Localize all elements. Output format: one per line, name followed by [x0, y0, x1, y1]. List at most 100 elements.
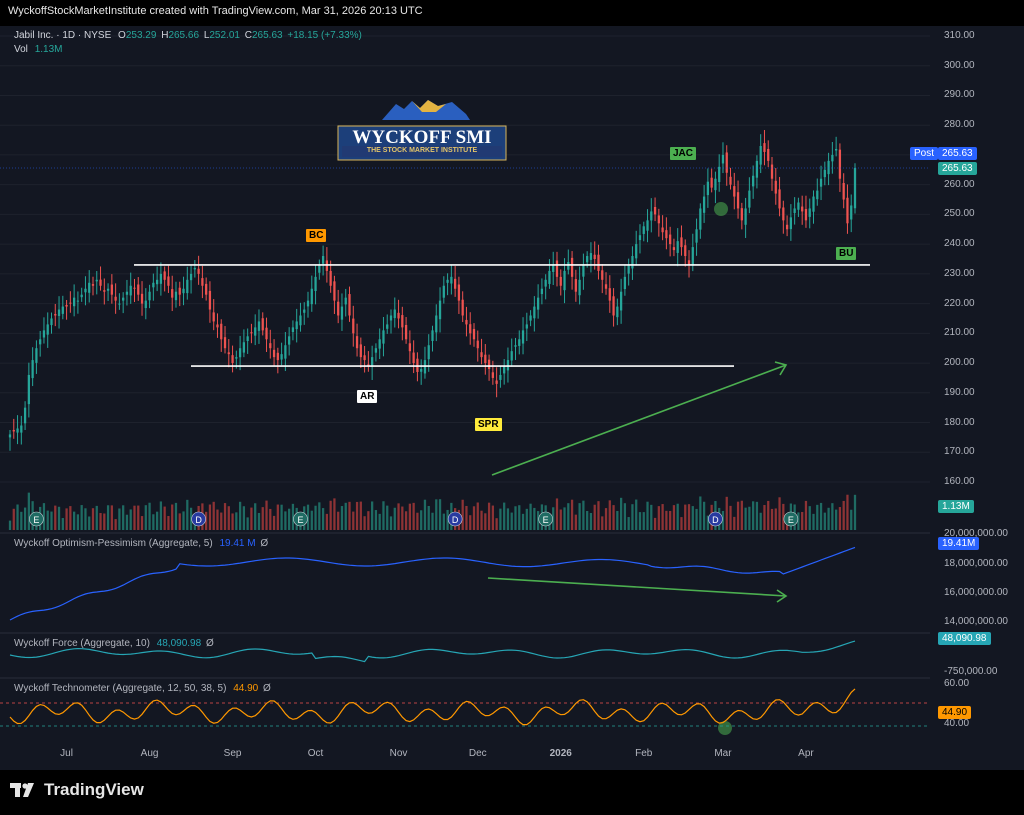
candle-body: [657, 215, 660, 224]
volume-bar: [499, 508, 502, 530]
volume-bar: [163, 506, 166, 530]
volume-bar: [23, 507, 27, 530]
logo-title: WYCKOFF SMI: [352, 127, 492, 148]
volume-bar: [65, 508, 68, 530]
volume-bar: [291, 503, 295, 530]
volume-bar: [325, 513, 329, 530]
candle-body: [650, 211, 653, 221]
volume-bar: [819, 502, 823, 530]
volume-bar: [404, 511, 408, 530]
volume-bar: [125, 514, 129, 530]
volume-bar: [84, 508, 87, 530]
candle-body: [465, 319, 468, 325]
candle-body: [646, 220, 649, 231]
volume-bar: [12, 508, 15, 530]
volume-bar: [91, 508, 95, 530]
candle-body: [159, 273, 163, 284]
candle-body: [50, 318, 53, 326]
candle-body: [42, 330, 46, 338]
volume-bar: [371, 501, 374, 530]
volume-bar: [744, 507, 747, 530]
pane2-tick-0: -750,000.00: [944, 666, 998, 677]
candle-body: [695, 229, 698, 243]
volume-bar: [774, 508, 777, 530]
candle-body: [220, 323, 223, 340]
volume-bar: [687, 504, 691, 530]
volume-bar: [725, 496, 728, 530]
volume-bar: [216, 509, 219, 530]
candle-body: [250, 332, 253, 334]
high-label: H: [161, 30, 169, 41]
volume-bar: [363, 516, 366, 530]
volume-bar: [348, 501, 351, 530]
event-marker-label: E: [297, 515, 303, 525]
volume-bar: [288, 508, 291, 530]
candle-body: [763, 143, 766, 152]
candle-body: [608, 288, 611, 301]
volume-bar: [570, 499, 574, 530]
symbol-legend: Jabil Inc. · 1D · NYSE O253.29 H265.66 L…: [14, 30, 362, 41]
volume-bar: [525, 508, 528, 530]
candle-body: [404, 324, 408, 340]
volume-bar: [578, 503, 581, 530]
volume-bar: [665, 510, 668, 530]
candle-body: [254, 327, 257, 336]
candle-body: [129, 285, 132, 296]
candle-body: [846, 197, 849, 224]
candle-body: [118, 303, 121, 305]
candle-body: [420, 369, 423, 372]
volume-bar: [589, 512, 593, 530]
candle-body: [291, 327, 295, 333]
candle-body: [748, 190, 751, 208]
candle-body: [95, 279, 98, 282]
price-tick-label: 220.00: [944, 297, 975, 309]
volume-bar: [50, 511, 53, 530]
volume-bar: [435, 499, 438, 530]
candle-body: [155, 279, 159, 285]
price-tick-label: 230.00: [944, 267, 975, 279]
volume-bar: [340, 506, 344, 530]
volume-bar: [174, 502, 178, 530]
volume-bar: [329, 500, 332, 530]
candle-body: [755, 160, 759, 178]
candle-body: [582, 264, 585, 277]
candle-body: [427, 345, 430, 360]
symbol-name: Jabil Inc. · 1D · NYSE: [14, 30, 112, 41]
volume-bar: [767, 500, 770, 530]
volume-bar: [491, 505, 494, 530]
candle-body: [216, 324, 219, 328]
candle-body: [303, 309, 306, 313]
volume-bar: [729, 505, 732, 530]
candle-body: [401, 315, 404, 328]
volume-bar: [778, 497, 781, 530]
dividend-marker: [191, 511, 206, 527]
candle-body: [457, 284, 461, 301]
candle-body: [635, 244, 638, 259]
volume-bar: [631, 504, 634, 530]
candle-body: [57, 309, 61, 316]
volume-bar: [420, 510, 423, 530]
candle-body: [148, 291, 151, 301]
volume-bar: [159, 501, 163, 530]
candle-body: [521, 330, 525, 344]
candle-body: [61, 306, 64, 314]
volume-bar: [612, 505, 615, 530]
candle-body: [72, 297, 76, 307]
price-tick-label: 200.00: [944, 357, 975, 369]
candle-body: [472, 328, 476, 340]
candle-body: [691, 247, 694, 266]
candle-body: [503, 366, 506, 374]
volume-bar: [601, 516, 604, 530]
price-tick-label: 310.00: [944, 30, 975, 41]
candle-body: [205, 283, 208, 295]
candle-body: [238, 348, 242, 358]
volume-bar: [171, 504, 174, 530]
candle-body: [812, 196, 815, 212]
candle-body: [619, 291, 623, 311]
candle-body: [397, 312, 400, 319]
chart-background: [0, 26, 1024, 770]
candle-body: [510, 351, 513, 361]
candle-body: [269, 343, 272, 349]
tradingview-logo[interactable]: TradingView: [10, 780, 144, 800]
